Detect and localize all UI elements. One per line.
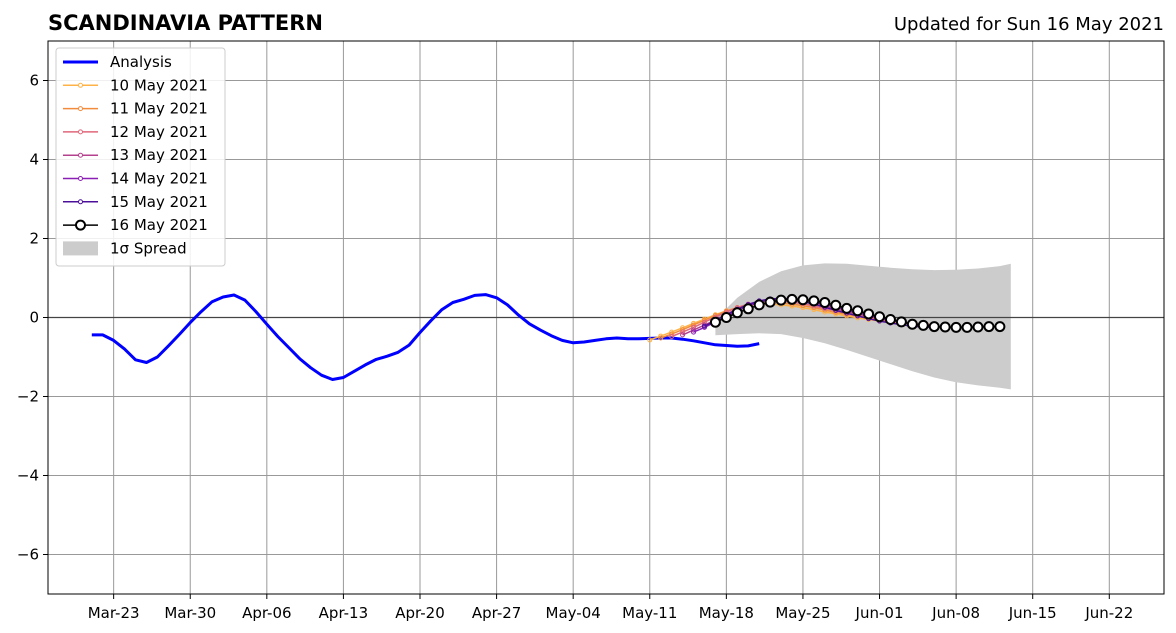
forecast-point	[647, 337, 653, 343]
latest-forecast-point	[874, 311, 886, 323]
y-tick-label: 0	[29, 309, 39, 327]
forecast-point	[669, 333, 675, 339]
legend-marker	[78, 152, 83, 158]
y-tick-label: 2	[29, 230, 39, 248]
chart-subtitle: Updated for Sun 16 May 2021	[894, 14, 1164, 35]
forecast-point	[680, 332, 686, 338]
latest-forecast-point	[709, 316, 721, 328]
legend-label: 10 May 2021	[110, 76, 208, 94]
series-lines	[91, 293, 1006, 381]
forecast-point	[691, 329, 697, 335]
latest-forecast-point	[742, 303, 754, 315]
x-tick-label: Jun-01	[855, 604, 904, 622]
latest-forecast-point	[972, 321, 984, 333]
legend-box	[55, 47, 226, 267]
legend-label: 13 May 2021	[110, 146, 208, 164]
latest-forecast-point	[808, 295, 820, 307]
x-tick-label: Jun-08	[931, 604, 980, 622]
legend-marker	[78, 82, 83, 88]
legend-label: Analysis	[110, 53, 172, 71]
x-tick-label: Apr-27	[472, 604, 522, 622]
latest-forecast-point	[928, 321, 940, 333]
y-tick-label: 4	[29, 151, 39, 169]
latest-forecast-point	[895, 316, 907, 328]
legend-label: 12 May 2021	[110, 123, 208, 141]
latest-forecast-point	[939, 321, 951, 333]
y-tick-label: −4	[17, 467, 39, 485]
legend-marker	[78, 199, 83, 205]
y-tick-label: −2	[17, 388, 39, 406]
legend-label: 15 May 2021	[110, 193, 208, 211]
latest-forecast-point	[884, 313, 896, 325]
x-tick-label: Apr-06	[242, 604, 292, 622]
x-tick-label: Jun-22	[1084, 604, 1133, 622]
latest-forecast-point	[797, 294, 809, 306]
latest-forecast-point	[841, 302, 853, 314]
latest-forecast-point	[863, 308, 875, 320]
x-tick-label: May-11	[622, 604, 677, 622]
x-tick-label: Mar-30	[164, 604, 216, 622]
latest-forecast-point	[764, 296, 776, 308]
legend-swatch	[63, 241, 98, 256]
latest-forecast-point	[906, 318, 918, 330]
latest-forecast-point	[775, 294, 787, 306]
latest-forecast-point	[786, 293, 798, 305]
chart-title: SCANDINAVIA PATTERN	[48, 11, 323, 35]
latest-forecast-point	[731, 307, 743, 319]
latest-forecast-point	[830, 299, 842, 311]
latest-forecast-point	[994, 321, 1006, 333]
legend-label: 14 May 2021	[110, 170, 208, 188]
legend-label: 11 May 2021	[110, 100, 208, 118]
y-tick-label: 6	[29, 72, 39, 90]
latest-forecast-point	[917, 319, 929, 331]
legend-label: 16 May 2021	[110, 216, 208, 234]
x-tick-label: May-25	[775, 604, 830, 622]
legend-label: 1σ Spread	[110, 239, 187, 257]
latest-forecast-point	[961, 321, 973, 333]
x-tick-label: Jun-15	[1008, 604, 1057, 622]
legend-marker	[78, 106, 83, 112]
latest-forecast-point	[753, 299, 765, 311]
forecast-point	[701, 323, 707, 329]
x-tick-label: Apr-13	[319, 604, 369, 622]
forecast-line	[704, 297, 935, 329]
y-tick-label: −6	[17, 546, 39, 564]
axes: Mar-23 Mar-30 Apr-06 Apr-13 Apr-20 Apr-27 May-…	[17, 40, 1165, 622]
legend-marker	[78, 176, 83, 181]
legend-marker	[75, 219, 86, 231]
x-tick-label: May-18	[699, 604, 754, 622]
latest-forecast-point	[852, 305, 864, 317]
latest-forecast-point	[950, 321, 962, 333]
latest-forecast-point	[983, 321, 995, 333]
legend: Analysis 10 May 2021 11 May 2021 12 May 202…	[55, 47, 226, 267]
legend-marker	[78, 129, 83, 135]
latest-forecast-point	[720, 312, 732, 323]
x-tick-label: Mar-23	[88, 604, 140, 622]
x-tick-label: Apr-20	[395, 604, 445, 622]
forecast-point	[658, 335, 664, 341]
forecast-point	[658, 333, 664, 339]
latest-forecast-point	[819, 296, 831, 308]
x-tick-label: May-04	[546, 604, 601, 622]
